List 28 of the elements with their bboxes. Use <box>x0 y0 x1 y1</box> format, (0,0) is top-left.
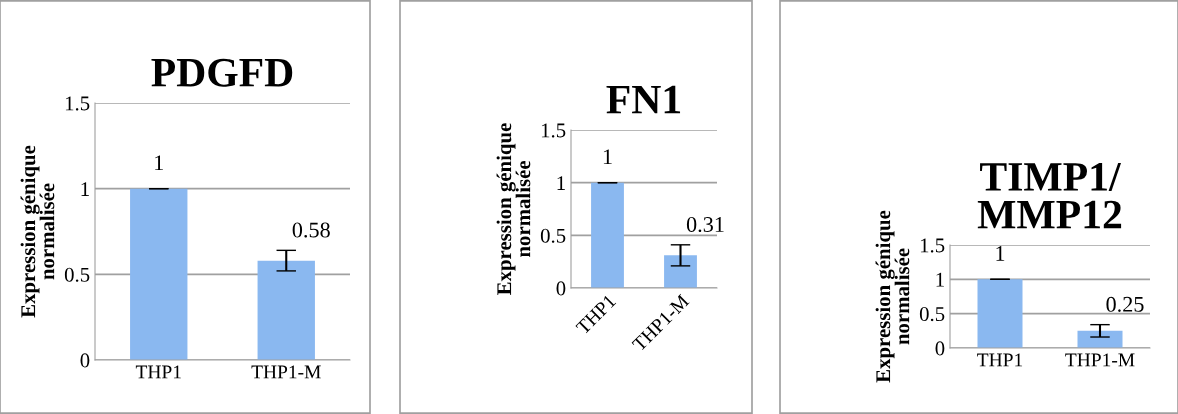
y-axis-title: Expression génique normalisée <box>496 123 531 295</box>
data-label: 1 <box>996 246 1005 261</box>
data-label: 0.31 <box>686 216 724 233</box>
y-tick-label: 0 <box>80 353 90 368</box>
y-tick-label: 1 <box>81 182 89 196</box>
x-tick-label: THP1 <box>977 353 1023 367</box>
y-tick-label: 1 <box>557 176 565 190</box>
data-label: 0.25 <box>1106 296 1144 312</box>
y-tick-label: 1.5 <box>65 96 90 111</box>
y-tick-label: 0.5 <box>540 228 566 243</box>
y-tick-label: 0.5 <box>64 267 90 282</box>
chart-title: TIMP1/ MMP12 <box>977 163 1122 229</box>
y-tick-label: 1.5 <box>541 123 566 138</box>
y-tick-label: 0 <box>556 281 566 296</box>
y-tick-label: 1.5 <box>920 238 945 253</box>
chart-title: PDGFD <box>151 58 293 87</box>
data-label: 0.58 <box>292 222 330 238</box>
x-tick-label: THP1-M <box>251 365 321 379</box>
y-axis-title: Expression génique normalisée <box>875 210 910 383</box>
data-label: 1 <box>603 149 612 165</box>
y-tick-label: 0.5 <box>919 307 945 322</box>
chart-title: FN1 <box>606 85 681 114</box>
x-tick-label: THP1 <box>135 365 181 379</box>
x-tick-label: THP1-M <box>1065 353 1135 367</box>
y-tick-label: 0 <box>935 341 945 356</box>
data-label: 1 <box>155 155 163 171</box>
y-axis-title: Expression génique normalisée <box>20 145 55 318</box>
y-tick-label: 1 <box>936 272 944 287</box>
